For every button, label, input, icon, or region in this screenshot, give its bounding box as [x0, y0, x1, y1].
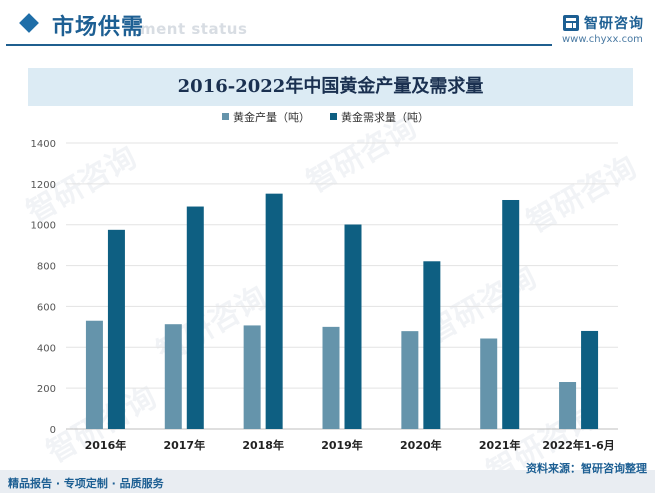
bar-demand [186, 206, 204, 429]
data-source: 资料来源：智研咨询整理 [526, 462, 647, 475]
y-tick-label: 1400 [31, 139, 56, 150]
legend-item-production: 黄金产量（吨） [222, 111, 310, 125]
bar-demand [423, 261, 441, 429]
footer-bar [0, 470, 655, 493]
x-tick-label: 2020年 [400, 438, 442, 452]
y-tick-label: 1200 [31, 180, 56, 191]
x-tick-label: 2019年 [321, 438, 363, 452]
legend-label-production: 黄金产量（吨） [233, 111, 310, 124]
bar-production [322, 326, 340, 429]
y-tick-label: 1000 [31, 221, 56, 232]
brand-name[interactable]: 智研咨询 [584, 16, 644, 32]
legend-swatch-production [222, 113, 229, 120]
legend-label-demand: 黄金需求量（吨） [341, 111, 429, 124]
brand-logo-icon [563, 15, 579, 31]
bar-demand [502, 199, 520, 429]
y-tick-label: 800 [37, 262, 56, 273]
x-tick-label: 2017年 [163, 438, 205, 452]
brand-url[interactable]: www.chyxx.com [562, 34, 643, 45]
x-tick-label: 2022年1-6月 [542, 438, 615, 452]
bar-production [559, 382, 577, 429]
x-tick-label: 2018年 [242, 438, 284, 452]
footer-tagline: 精品报告 · 专项定制 · 品质服务 [8, 477, 164, 490]
y-tick-label: 600 [37, 302, 56, 313]
bar-demand [107, 229, 125, 429]
bar-production [480, 338, 498, 429]
bar-production [243, 325, 261, 429]
y-tick-label: 400 [37, 343, 56, 354]
bar-production [401, 331, 419, 429]
bar-production [164, 324, 182, 429]
chart-title-band [28, 68, 633, 106]
header: ment status 市场供需 智研咨询 www.chyxx.com [0, 0, 655, 50]
legend: 黄金产量（吨） 黄金需求量（吨） [0, 111, 655, 127]
legend-swatch-demand [330, 113, 337, 120]
header-divider [6, 44, 552, 46]
bar-demand [265, 193, 283, 429]
chart-title: 2016-2022年中国黄金产量及需求量 [177, 76, 484, 97]
y-tick-label: 0 [50, 425, 56, 436]
bar-demand [581, 330, 599, 429]
y-tick-label: 200 [37, 384, 56, 395]
section-subtitle: ment status [140, 20, 248, 38]
bar-demand [344, 224, 362, 429]
x-tick-label: 2016年 [85, 438, 127, 452]
legend-item-demand: 黄金需求量（吨） [330, 111, 429, 125]
bar-production [85, 320, 103, 429]
section-title: 市场供需 [52, 15, 145, 40]
x-tick-label: 2021年 [479, 438, 521, 452]
